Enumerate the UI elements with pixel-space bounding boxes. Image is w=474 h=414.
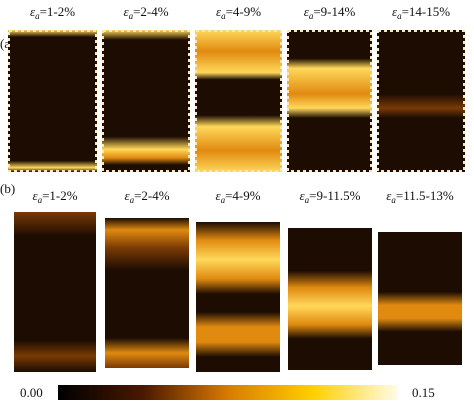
strain-symbol: ε	[392, 4, 398, 19]
panel-image	[105, 218, 189, 368]
strain-subscript: a	[35, 11, 40, 21]
strain-subscript: a	[130, 195, 135, 205]
strain-range: =4-9%	[225, 188, 261, 203]
strain-symbol: ε	[30, 4, 36, 19]
panel-border	[102, 30, 190, 172]
strain-range: =4-9%	[226, 4, 262, 19]
panel-border	[377, 30, 465, 172]
panel-label: εa=1-2%	[32, 188, 77, 205]
strain-subscript: a	[221, 195, 226, 205]
panel-image	[8, 30, 97, 172]
colorbar-max: 0.15	[412, 385, 435, 400]
panel-label: εa=14-15%	[392, 4, 450, 21]
strain-subscript: a	[221, 11, 226, 21]
strain-symbol: ε	[215, 188, 221, 203]
strain-range: =1-2%	[42, 188, 78, 203]
colorbar	[58, 385, 398, 400]
panel-image	[377, 30, 465, 172]
panel-border	[8, 30, 97, 172]
strain-range: =1-2%	[40, 4, 76, 19]
strain-range: =11.5-13%	[396, 188, 454, 203]
panel-label: εa=4-9%	[216, 4, 261, 21]
strain-range: =2-4%	[134, 188, 170, 203]
panel-image	[378, 232, 462, 365]
strain-subscript: a	[129, 11, 134, 21]
row-label: (b)	[0, 181, 15, 196]
strain-range: =9-14%	[313, 4, 355, 19]
strain-subscript: a	[309, 11, 314, 21]
panel-image	[287, 30, 372, 172]
strain-range: =9-11.5%	[309, 188, 360, 203]
strain-symbol: ε	[32, 188, 38, 203]
strain-range: =2-4%	[133, 4, 169, 19]
strain-symbol: ε	[304, 4, 310, 19]
colorbar-min: 0.00	[20, 385, 43, 400]
strain-symbol: ε	[124, 188, 130, 203]
panel-label: εa=9-14%	[304, 4, 356, 21]
panel-image	[288, 228, 372, 370]
strain-subscript: a	[38, 195, 43, 205]
strain-symbol: ε	[300, 188, 306, 203]
strain-subscript: a	[305, 195, 310, 205]
strain-subscript: a	[391, 195, 396, 205]
panel-image	[14, 212, 96, 372]
panel-label: εa=2-4%	[123, 4, 168, 21]
panel-label: εa=9-11.5%	[300, 188, 361, 205]
panel-border	[195, 30, 282, 172]
panel-image	[195, 30, 282, 172]
panel-label: εa=1-2%	[30, 4, 75, 21]
panel-label: εa=4-9%	[215, 188, 260, 205]
panel-border	[287, 30, 372, 172]
panel-label: εa=2-4%	[124, 188, 169, 205]
strain-subscript: a	[397, 11, 402, 21]
panel-label: εa=11.5-13%	[386, 188, 454, 205]
strain-symbol: ε	[216, 4, 222, 19]
panel-image	[102, 30, 190, 172]
panel-image	[196, 222, 280, 372]
strain-symbol: ε	[386, 188, 392, 203]
strain-range: =14-15%	[402, 4, 451, 19]
strain-symbol: ε	[123, 4, 129, 19]
